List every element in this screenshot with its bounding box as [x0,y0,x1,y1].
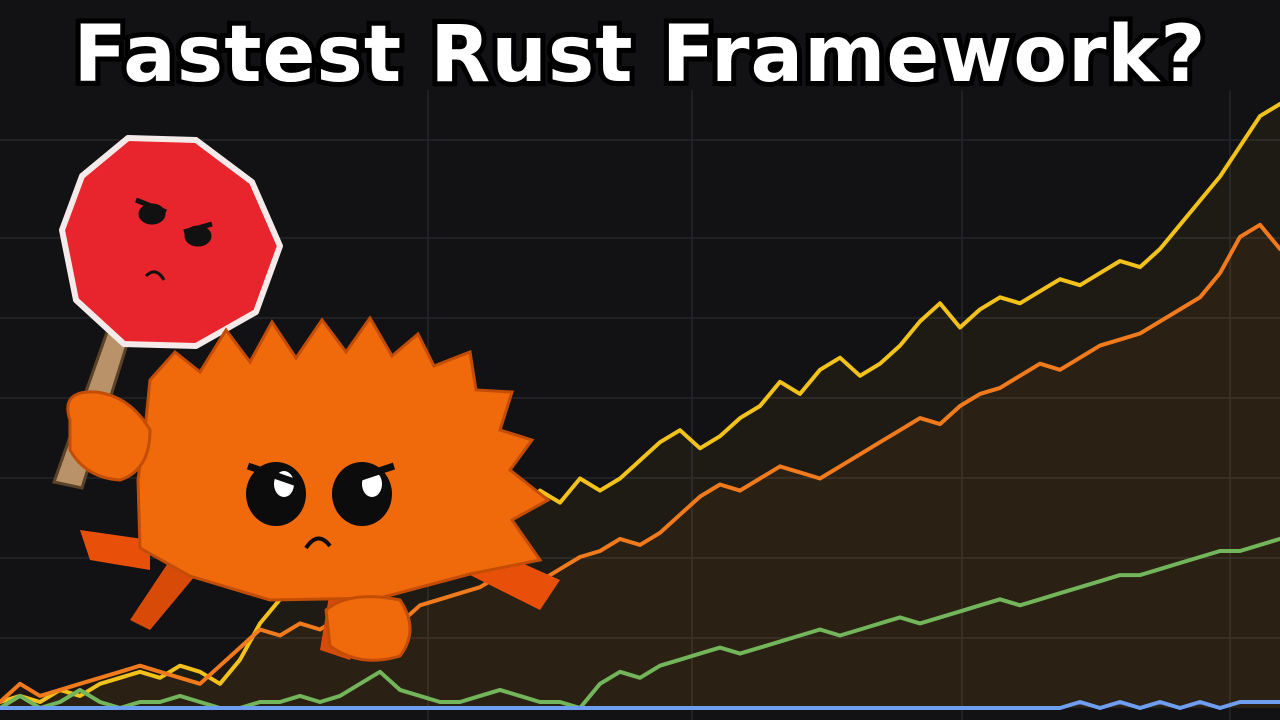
crab-brow-right [338,462,396,488]
series-lines [0,102,1280,710]
crab-mouth [304,536,332,550]
series-line [0,222,1280,704]
series-line [0,102,1280,704]
crab-claw-right [324,595,412,662]
crab-body [136,315,551,602]
ferris-crab-icon [66,315,560,662]
angry-face-icon [135,197,213,281]
series-area [0,224,1280,709]
stop-sign-plate [59,135,283,349]
crab-leg-back [130,560,200,630]
series-line [0,700,1280,710]
series-areas [0,104,1280,709]
thumbnail-title: Fastest Rust Framework? [68,10,1210,100]
crab-brow-left [246,462,302,488]
crab-leg-left [80,530,150,570]
series-area [0,104,1280,708]
crab-claw-left [66,390,152,482]
